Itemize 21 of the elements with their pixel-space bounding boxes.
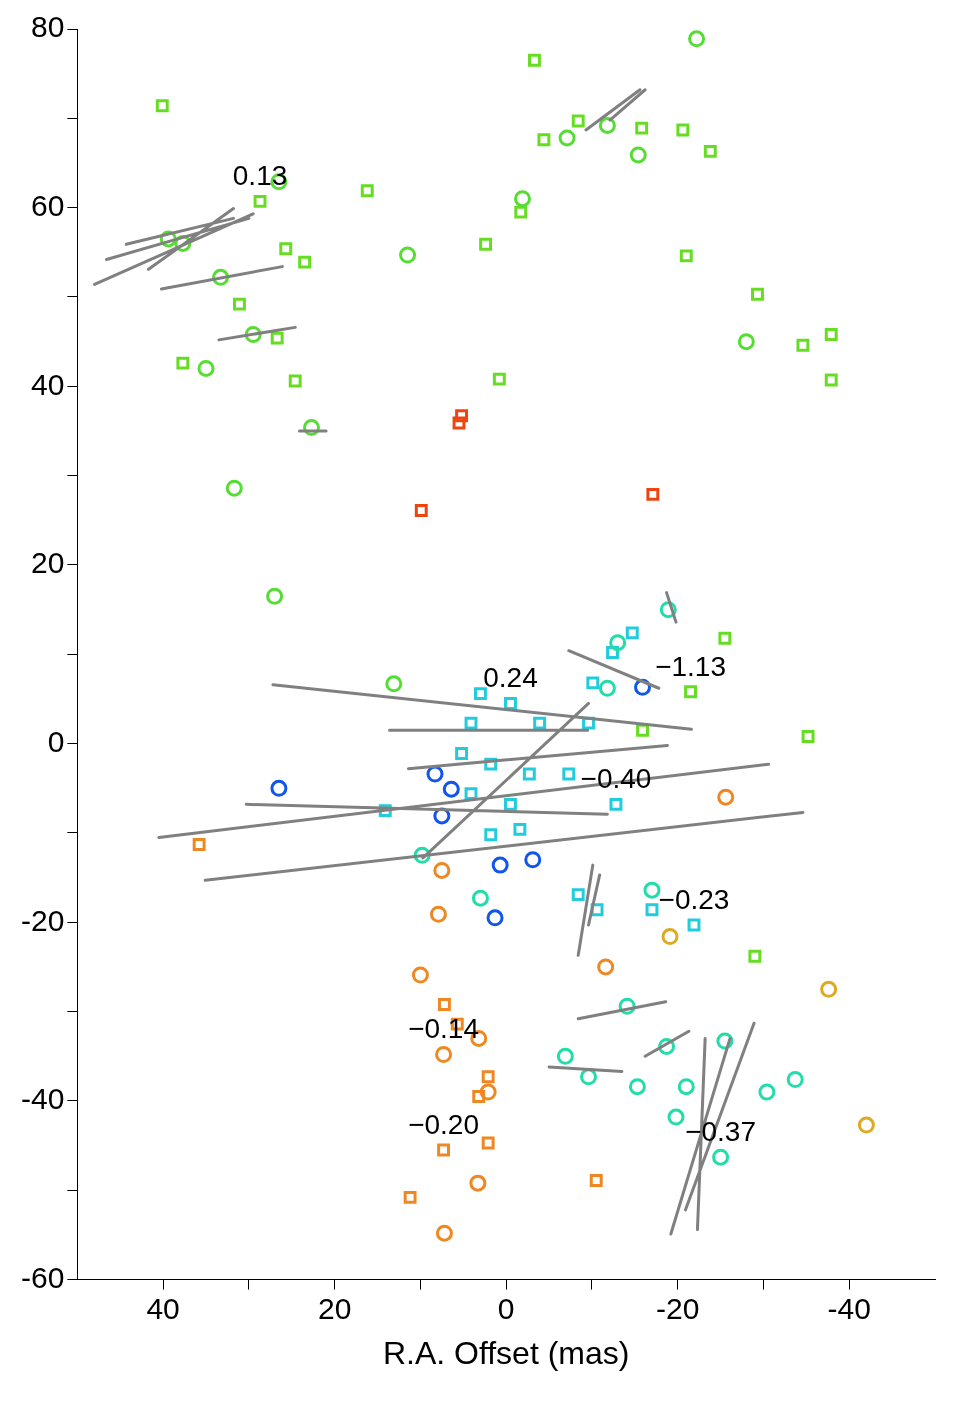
y-tick-label: -40	[21, 1082, 65, 1116]
x-tick-label: -20	[656, 1291, 700, 1325]
annotation: −0.40	[580, 763, 652, 795]
x-tick-label: 20	[317, 1291, 352, 1325]
annotation: −0.20	[408, 1108, 479, 1140]
annotation: −0.23	[658, 883, 730, 915]
x-tick-label: 40	[146, 1291, 180, 1325]
annotation: −0.37	[685, 1115, 757, 1147]
y-tick-label: 40	[30, 367, 65, 401]
y-tick-label: 0	[47, 724, 65, 758]
annotation: 0.24	[483, 662, 538, 694]
y-tick-label: -60	[21, 1260, 65, 1294]
annotation: −1.13	[655, 650, 726, 682]
annotation: 0.13	[232, 160, 288, 192]
y-tick-label: 20	[30, 546, 65, 580]
x-tick-label: 0	[497, 1291, 515, 1325]
y-tick-label: 80	[30, 10, 65, 44]
x-axis-title: R.A. Offset (mas)	[382, 1334, 630, 1371]
y-tick-label: 60	[30, 188, 65, 222]
x-tick-label: -40	[827, 1291, 871, 1325]
y-tick-label: -20	[21, 903, 65, 937]
